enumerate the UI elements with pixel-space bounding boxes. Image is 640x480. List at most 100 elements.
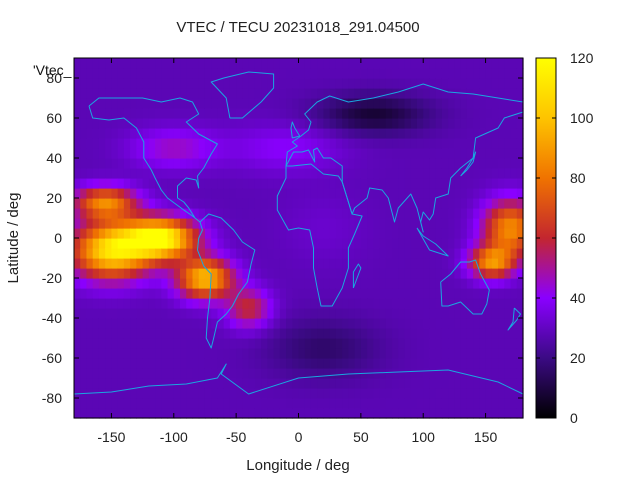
heatmap-cell	[111, 408, 119, 419]
heatmap-cell	[180, 258, 187, 269]
heatmap-cell	[335, 358, 343, 369]
heatmap-cell	[304, 278, 312, 289]
heatmap-cell	[130, 268, 137, 279]
heatmap-cell	[192, 188, 200, 199]
heatmap-cell	[130, 278, 137, 289]
heatmap-cell	[473, 78, 480, 89]
heatmap-cell	[229, 258, 237, 269]
heatmap-cell	[510, 358, 518, 369]
heatmap-cell	[310, 288, 318, 299]
heatmap-cell	[454, 208, 462, 219]
heatmap-cell	[136, 168, 144, 179]
heatmap-cell	[236, 128, 243, 139]
heatmap-cell	[279, 168, 287, 179]
heatmap-cell	[429, 218, 437, 229]
heatmap-cell	[217, 328, 225, 339]
heatmap-cell	[335, 68, 343, 79]
heatmap-cell	[198, 118, 206, 129]
heatmap-cell	[211, 208, 219, 219]
heatmap-cell	[248, 68, 256, 79]
heatmap-cell	[86, 318, 94, 329]
heatmap-cell	[142, 138, 150, 149]
heatmap-cell	[466, 288, 474, 299]
heatmap-cell	[167, 128, 175, 139]
heatmap-cell	[279, 308, 287, 319]
heatmap-cell	[136, 148, 144, 159]
heatmap-cell	[198, 308, 206, 319]
heatmap-cell	[236, 408, 243, 419]
heatmap-cell	[136, 98, 144, 109]
heatmap-cell	[498, 108, 505, 119]
heatmap-cell	[130, 168, 137, 179]
heatmap-cell	[80, 148, 88, 159]
heatmap-cell	[161, 188, 169, 199]
heatmap-cell	[373, 198, 381, 209]
heatmap-cell	[130, 98, 137, 109]
heatmap-cell	[261, 288, 268, 299]
heatmap-cell	[323, 278, 331, 289]
heatmap-cell	[92, 228, 100, 239]
heatmap-cell	[261, 308, 268, 319]
heatmap-cell	[473, 128, 480, 139]
heatmap-cell	[136, 68, 144, 79]
heatmap-cell	[167, 268, 175, 279]
heatmap-cell	[379, 328, 387, 339]
heatmap-cell	[479, 378, 487, 389]
heatmap-cell	[298, 248, 306, 259]
heatmap-cell	[360, 308, 368, 319]
heatmap-cell	[186, 298, 194, 309]
heatmap-cell	[167, 138, 175, 149]
heatmap-cell	[323, 248, 331, 259]
heatmap-cell	[292, 248, 300, 259]
heatmap-cell	[192, 288, 200, 299]
heatmap-cell	[491, 268, 499, 279]
heatmap-cell	[74, 408, 81, 419]
heatmap-cell	[429, 348, 437, 359]
heatmap-cell	[117, 88, 125, 99]
heatmap-cell	[473, 328, 480, 339]
heatmap-cell	[173, 148, 181, 159]
heatmap-cell	[348, 128, 356, 139]
heatmap-cell	[117, 268, 125, 279]
heatmap-cell	[416, 328, 424, 339]
heatmap-cell	[292, 388, 300, 399]
heatmap-cell	[74, 278, 81, 289]
coastline	[88, 97, 218, 223]
heatmap-cell	[416, 108, 424, 119]
heatmap-cell	[335, 408, 343, 419]
heatmap-cell	[398, 388, 406, 399]
heatmap-cell	[105, 258, 113, 269]
heatmap-cell	[167, 198, 175, 209]
heatmap-cell	[292, 298, 300, 309]
heatmap-cell	[117, 278, 125, 289]
heatmap-cell	[373, 398, 381, 409]
heatmap-cell	[460, 298, 468, 309]
heatmap-cell	[254, 358, 262, 369]
heatmap-cell	[435, 128, 443, 139]
heatmap-cell	[323, 188, 331, 199]
heatmap-cell	[429, 158, 437, 169]
heatmap-cell	[360, 388, 368, 399]
heatmap-cell	[310, 108, 318, 119]
heatmap-cell	[379, 288, 387, 299]
heatmap-cell	[373, 168, 381, 179]
heatmap-cell	[273, 98, 281, 109]
heatmap-cell	[373, 318, 381, 329]
heatmap-cell	[148, 158, 156, 169]
heatmap-cell	[510, 388, 518, 399]
heatmap-cell	[323, 268, 331, 279]
heatmap-cell	[473, 298, 480, 309]
heatmap-cell	[310, 328, 318, 339]
heatmap-cell	[516, 138, 524, 149]
heatmap-cell	[161, 298, 169, 309]
heatmap-cell	[273, 388, 281, 399]
heatmap-cell	[491, 118, 499, 129]
heatmap-cell	[304, 408, 312, 419]
heatmap-cell	[242, 358, 250, 369]
heatmap-cell	[410, 238, 418, 249]
heatmap-cell	[111, 128, 119, 139]
heatmap-cell	[148, 98, 156, 109]
heatmap-cell	[223, 268, 231, 279]
heatmap-cell	[80, 228, 88, 239]
heatmap-cell	[423, 318, 431, 329]
